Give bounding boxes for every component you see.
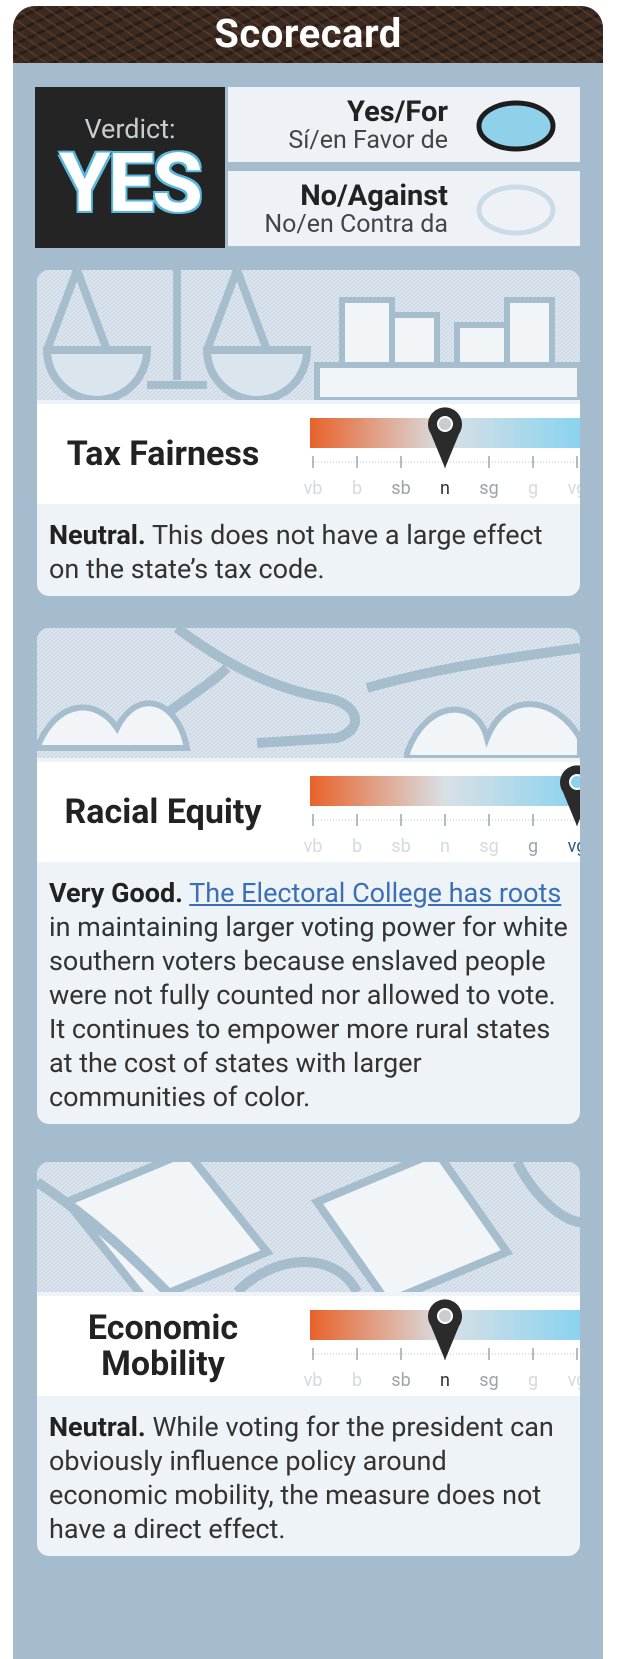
rating-pin-dot xyxy=(437,1308,453,1324)
scale-label: sg xyxy=(479,1370,498,1391)
option: No/Against No/en Contra da xyxy=(228,171,580,246)
option-title: Yes/For xyxy=(347,95,448,129)
oval xyxy=(476,184,556,236)
rating-pin-dot xyxy=(569,774,580,790)
verdict-value: YES xyxy=(59,136,202,232)
illustration xyxy=(37,270,580,404)
option-oval-icon xyxy=(476,100,556,152)
verdict-label: Verdict: xyxy=(84,113,176,145)
rating-row: Racial Equity vb b sb n sg g vg xyxy=(37,762,580,862)
lead: Very Good. xyxy=(49,877,183,909)
scale-label: g xyxy=(528,836,538,857)
rating-pin xyxy=(428,407,462,468)
body-text: While voting for the president can obvio… xyxy=(49,1411,554,1545)
scale-label: n xyxy=(440,478,450,499)
rating-row: Tax Fairness vb b sb n sg g vg xyxy=(37,404,580,504)
scorecard: Scorecard Verdict: YES Yes/For Sí/en Favo… xyxy=(13,6,603,1659)
scale-label: b xyxy=(352,478,362,499)
section-text: Neutral. While voting for the president … xyxy=(37,1396,580,1556)
illustration-shape xyxy=(314,297,580,403)
link[interactable]: The Electoral College has roots xyxy=(189,877,562,909)
scale-bar xyxy=(310,776,580,806)
rating-pin-dot xyxy=(437,416,453,432)
option-oval-icon xyxy=(476,184,556,236)
illustration xyxy=(37,1162,580,1307)
option-title: No/Against xyxy=(300,179,448,213)
illustration-shape xyxy=(60,1162,514,1307)
section-title: Racial Equity xyxy=(64,792,262,832)
section: Tax Fairness vb b sb n sg g vg Neutral. This doe… xyxy=(37,270,580,596)
rating-scale: vb b sb n sg g vg xyxy=(304,407,580,499)
scale-label: n xyxy=(440,1370,450,1391)
option: Yes/For Sí/en Favor de xyxy=(228,87,580,162)
oval xyxy=(476,100,556,152)
scale-label: vg xyxy=(568,478,580,499)
scale-label: vg xyxy=(568,1370,580,1391)
scale-label: sb xyxy=(391,836,410,857)
scale-label: vb xyxy=(304,1370,323,1391)
scale-label: g xyxy=(528,1370,538,1391)
section-text: Very Good. The Electoral College has roo… xyxy=(37,862,580,1124)
rating-row: Economic Mobility vb b sb n sg g vg xyxy=(37,1296,580,1396)
rating-scale: vb b sb n sg g vg xyxy=(304,1299,580,1391)
scale-label: vb xyxy=(304,478,323,499)
scale-label: b xyxy=(352,836,362,857)
illustration-shape xyxy=(37,700,580,761)
section-title: Tax Fairness xyxy=(66,434,260,474)
section: Racial Equity vb b sb n sg g vg Very Good. The E… xyxy=(37,628,580,1124)
option-subtitle: No/en Contra da xyxy=(264,210,448,239)
illustration-shape xyxy=(42,270,312,404)
section-text: Neutral. This does not have a large effe… xyxy=(37,504,580,596)
verdict-box: Verdict: YES xyxy=(35,87,225,248)
rating-scale: vb b sb n sg g vg xyxy=(304,765,580,857)
scale-label: n xyxy=(440,836,450,857)
lead: Neutral. xyxy=(49,1411,146,1443)
illustration-shape xyxy=(37,1162,580,1296)
section-title: Economic Mobility xyxy=(87,1308,239,1384)
scale-label: sg xyxy=(479,478,498,499)
illustration xyxy=(37,628,580,761)
scale-label: g xyxy=(528,478,538,499)
scale-label: sg xyxy=(479,836,498,857)
option-subtitle: Sí/en Favor de xyxy=(288,126,448,155)
section: Economic Mobility vb b sb n sg g vg Neutral. Whi… xyxy=(37,1162,580,1556)
header: Scorecard xyxy=(13,6,603,63)
scale-label: vb xyxy=(304,836,323,857)
scale-label: b xyxy=(352,1370,362,1391)
body-text: in maintaining larger voting power for w… xyxy=(49,911,568,1113)
lead: Neutral. xyxy=(49,519,146,551)
rating-pin xyxy=(428,1299,462,1360)
scale-label: vg xyxy=(568,836,580,857)
scale-label: sb xyxy=(391,478,410,499)
scale-label: sb xyxy=(391,1370,410,1391)
title: Scorecard xyxy=(214,10,402,57)
body-text: This does not have a large effect on the… xyxy=(49,519,543,585)
